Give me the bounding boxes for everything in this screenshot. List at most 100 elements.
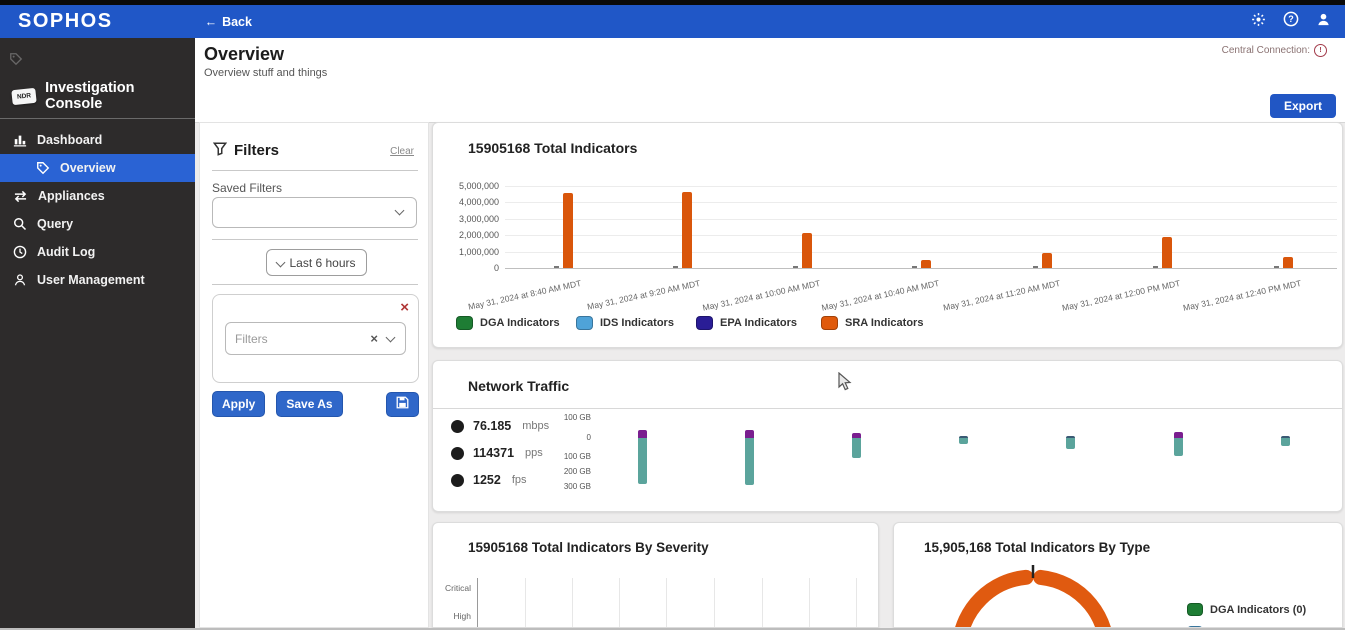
toolbar-row: Export xyxy=(195,88,1345,123)
severity-gridline xyxy=(619,578,620,627)
filter-actions-row: Apply Save As xyxy=(212,391,419,417)
severity-gridline xyxy=(856,578,857,627)
filter-criteria-card: × Filters × xyxy=(212,294,419,383)
legend-item: SRA Indicators xyxy=(821,316,923,330)
traffic-upload-bar xyxy=(638,430,647,438)
search-icon xyxy=(13,217,27,231)
top-navigation-bar: SOPHOS ← Back ? xyxy=(0,5,1345,38)
y-axis-tick-label: 0 xyxy=(493,263,499,273)
filter-type-select[interactable]: Filters × xyxy=(225,322,406,355)
connection-warning-icon: ! xyxy=(1314,44,1327,57)
tag-icon xyxy=(36,161,50,175)
back-label: Back xyxy=(222,14,252,29)
page-header: Overview Overview stuff and things Centr… xyxy=(195,38,1345,89)
legend-item: DGA Indicators (0) xyxy=(1187,603,1306,616)
severity-gridline xyxy=(525,578,526,627)
severity-gridline xyxy=(666,578,667,627)
back-arrow-icon: ← xyxy=(204,14,218,29)
sidebar-item-audit-log[interactable]: Audit Log xyxy=(0,238,195,266)
top-edge-strip xyxy=(0,0,1345,5)
y-axis-tick-label: 1,000,000 xyxy=(458,246,499,257)
severity-category-label: Critical xyxy=(445,583,471,593)
near-zero-series-mark xyxy=(1033,266,1038,268)
gridline xyxy=(505,251,1337,253)
traffic-y-tick-label: 0 xyxy=(586,433,591,442)
traffic-upload-bar xyxy=(852,433,861,438)
page-subtitle: Overview stuff and things xyxy=(204,67,328,79)
stat-value: 114371 xyxy=(473,446,515,460)
sidebar-item-label: Dashboard xyxy=(37,133,103,147)
bottom-edge-strip xyxy=(0,628,1345,630)
filters-divider xyxy=(212,239,418,240)
traffic-download-bar xyxy=(1066,438,1075,450)
mouse-cursor xyxy=(838,371,853,397)
filters-title: Filters xyxy=(234,142,280,159)
account-icon[interactable] xyxy=(1316,12,1331,32)
traffic-y-tick-label: 100 GB xyxy=(563,452,591,461)
legend-swatch xyxy=(696,316,713,330)
sidebar-item-query[interactable]: Query xyxy=(0,210,195,238)
traffic-y-tick-label: 200 GB xyxy=(563,467,591,476)
indicators-by-type-card: 15,905,168 Total Indicators By Type DGA … xyxy=(893,522,1343,628)
app-title: Investigation Console xyxy=(45,80,135,112)
severity-gridline xyxy=(572,578,573,627)
central-connection-label: Central Connection: xyxy=(1221,45,1310,56)
user-icon xyxy=(13,273,27,287)
sidebar-item-overview[interactable]: Overview xyxy=(0,154,195,182)
settings-icon[interactable] xyxy=(1251,12,1266,32)
sidebar-item-label: Overview xyxy=(60,161,116,175)
severity-gridline xyxy=(762,578,763,627)
app-title-row: NDR Investigation Console xyxy=(11,80,195,112)
chevron-down-icon xyxy=(394,205,405,216)
near-zero-series-mark xyxy=(1274,266,1279,268)
legend-label: SRA Indicators xyxy=(845,317,924,329)
sidebar: NDR Investigation Console Dashboard Overv… xyxy=(0,38,195,630)
stat-bullet-icon xyxy=(451,473,464,487)
legend-item: EPA Indicators xyxy=(696,316,797,330)
sra-indicator-bar xyxy=(802,232,812,268)
chevron-down-icon xyxy=(385,332,396,342)
severity-gridline xyxy=(809,578,810,627)
sidebar-item-user-management[interactable]: User Management xyxy=(0,266,195,294)
central-connection-status: Central Connection: ! xyxy=(1222,44,1327,57)
save-icon-button[interactable] xyxy=(386,391,419,417)
y-axis-tick-label: 3,000,000 xyxy=(458,213,499,224)
network-card-divider xyxy=(433,408,1342,409)
near-zero-series-mark xyxy=(673,266,678,268)
clock-icon xyxy=(13,245,27,259)
traffic-stat-row: 76.185 mbps xyxy=(451,419,549,433)
clear-selection-icon[interactable]: × xyxy=(370,331,378,346)
time-range-value: Last 6 hours xyxy=(289,255,356,270)
export-button[interactable]: Export xyxy=(1269,94,1336,118)
saved-filters-select[interactable] xyxy=(212,197,417,228)
sra-indicator-bar xyxy=(563,193,573,268)
sidebar-item-dashboard[interactable]: Dashboard xyxy=(0,126,195,154)
filters-panel: Filters Clear Saved Filters Last 6 hours… xyxy=(199,122,429,628)
back-button[interactable]: ← Back xyxy=(205,15,252,29)
apply-button[interactable]: Apply xyxy=(212,391,266,417)
traffic-upload-bar xyxy=(745,430,754,438)
sidebar-item-label: User Management xyxy=(37,273,145,287)
remove-filter-icon[interactable]: × xyxy=(400,299,409,316)
sidebar-item-appliances[interactable]: Appliances xyxy=(0,182,195,210)
stat-unit: pps xyxy=(525,447,543,459)
legend-item: IDS Indicators xyxy=(576,316,674,330)
stat-bullet-icon xyxy=(451,446,464,460)
legend-swatch xyxy=(821,316,838,330)
save-as-button[interactable]: Save As xyxy=(276,391,343,417)
time-range-select[interactable]: Last 6 hours xyxy=(266,249,367,276)
gridline xyxy=(505,268,1337,269)
traffic-download-bar xyxy=(1174,438,1183,457)
sidebar-item-label: Appliances xyxy=(38,189,105,203)
legend-label: DGA Indicators xyxy=(480,317,560,329)
severity-gridline xyxy=(714,578,715,627)
stat-unit: fps xyxy=(511,474,527,486)
traffic-download-bar xyxy=(745,438,754,486)
traffic-y-tick-label: 300 GB xyxy=(563,482,591,491)
clear-filters-link[interactable]: Clear xyxy=(390,146,414,157)
gridline xyxy=(505,235,1337,237)
legend-label: EPA Indicators xyxy=(720,317,798,329)
saved-filters-label: Saved Filters xyxy=(212,181,283,195)
filter-select-placeholder: Filters xyxy=(235,331,268,346)
help-icon[interactable]: ? xyxy=(1283,11,1299,32)
